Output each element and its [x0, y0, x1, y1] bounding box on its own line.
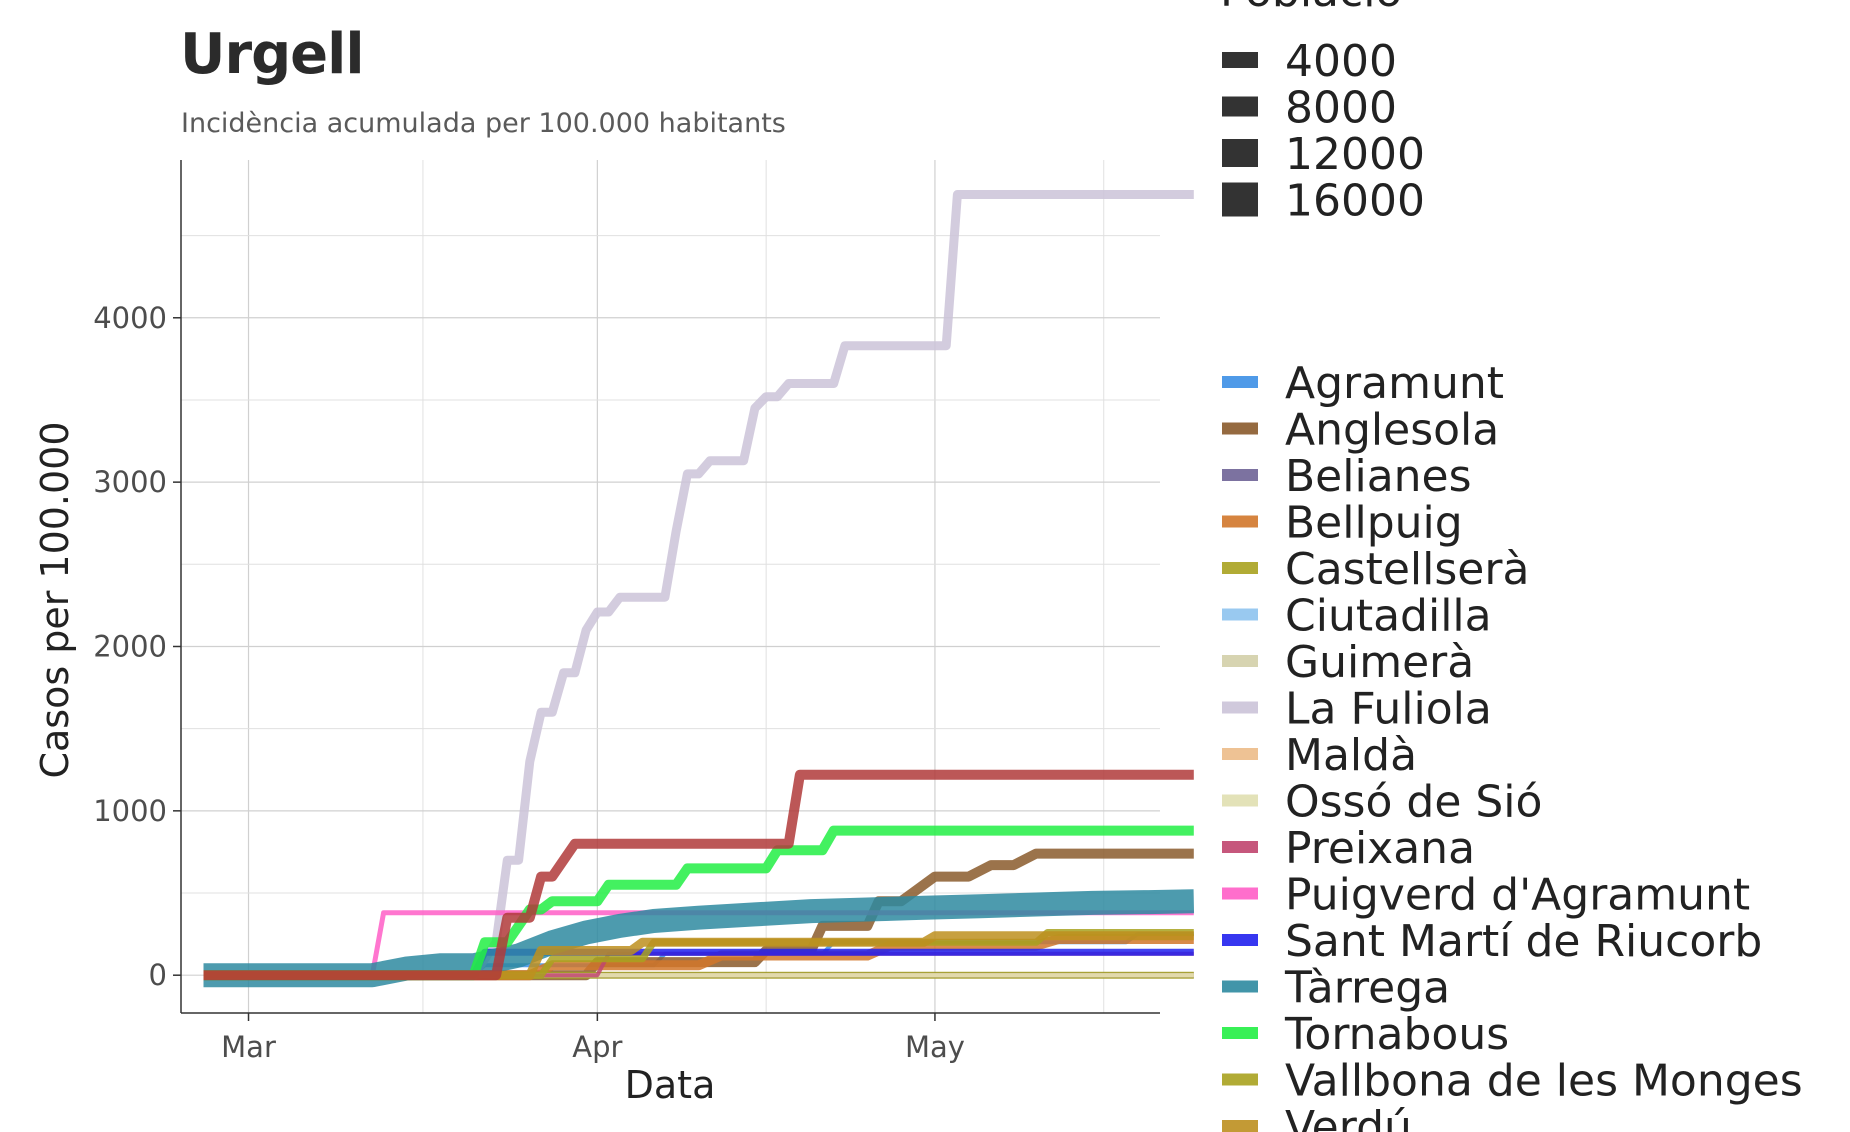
y-tick-label: 0 [149, 958, 167, 992]
chart-subtitle: Incidència acumulada per 100.000 habitan… [181, 108, 786, 139]
color-legend-key [1222, 748, 1258, 760]
y-tick-label: 3000 [93, 465, 167, 499]
color-legend-key [1222, 376, 1258, 388]
color-legend-label: Preixana [1285, 823, 1475, 874]
color-legend-label: Ciutadilla [1285, 591, 1492, 642]
x-axis-title: Data [625, 1063, 716, 1107]
series-line-7 [203, 190, 1194, 980]
series-line-13 [203, 889, 1195, 988]
color-legend-label: Anglesola [1285, 405, 1499, 456]
x-tick-label: Mar [221, 1030, 276, 1064]
color-legend-key [1222, 1027, 1258, 1039]
color-legend-label: Ossó de Sió [1285, 777, 1542, 828]
color-legend-key [1222, 701, 1258, 714]
color-legend-label: Agramunt [1285, 358, 1504, 409]
size-legend-key [1222, 139, 1258, 167]
color-legend-label: Puigverd d'Agramunt [1285, 870, 1750, 921]
color-legend-key [1222, 469, 1258, 481]
tick-labels: 0 1000 2000 3000 4000 Mar Apr May [93, 301, 965, 1064]
size-legend-label: 4000 [1285, 36, 1397, 87]
series-lines [203, 190, 1195, 988]
y-tick-label: 2000 [93, 629, 167, 663]
axes [173, 160, 1160, 1021]
color-legend-key [1222, 934, 1258, 946]
color-legend-label: Castellserà [1285, 544, 1529, 595]
color-legend-label: Bellpuig [1285, 498, 1463, 549]
color-legend-key [1222, 562, 1258, 574]
color-legend-label: Guimerà [1285, 637, 1474, 688]
size-legend-key [1222, 52, 1258, 68]
color-legend-key [1222, 841, 1258, 853]
color-legend-key [1222, 1120, 1258, 1132]
y-tick-label: 1000 [93, 794, 167, 828]
color-legend-label: Verdú [1285, 1102, 1412, 1132]
color-legend-label: Vallbona de les Monges [1285, 1056, 1803, 1107]
color-legend: AgramuntAnglesolaBelianesBellpuigCastell… [1222, 358, 1803, 1132]
color-legend-key [1222, 422, 1258, 435]
color-legend-label: Tornabous [1284, 1009, 1509, 1060]
chart-title: Urgell [180, 22, 365, 87]
color-legend-label: Sant Martí de Riucorb [1285, 916, 1762, 967]
size-legend-title: Població [1220, 0, 1402, 17]
color-legend-key [1222, 655, 1258, 667]
size-legend-label: 16000 [1285, 176, 1425, 227]
color-legend-key [1222, 1073, 1258, 1086]
size-legend-label: 8000 [1285, 83, 1397, 134]
x-tick-label: Apr [572, 1030, 622, 1064]
color-legend-key [1222, 980, 1258, 993]
size-legend-key [1222, 182, 1258, 217]
size-legend-label: 12000 [1285, 129, 1425, 180]
series-line-17 [203, 769, 1194, 981]
color-legend-label: Tàrrega [1284, 963, 1450, 1014]
color-legend-key [1222, 887, 1258, 900]
size-legend-key [1222, 96, 1258, 117]
y-axis-title: Casos per 100.000 [33, 421, 77, 778]
color-legend-key [1222, 794, 1258, 807]
color-legend-label: Maldà [1285, 730, 1417, 781]
color-legend-label: Belianes [1285, 451, 1472, 502]
x-tick-label: May [905, 1030, 965, 1064]
color-legend-key [1222, 515, 1258, 528]
y-tick-label: 4000 [93, 301, 167, 335]
color-legend-label: La Fuliola [1285, 684, 1492, 735]
color-legend-key [1222, 608, 1258, 621]
series-line-16 [203, 931, 1194, 980]
